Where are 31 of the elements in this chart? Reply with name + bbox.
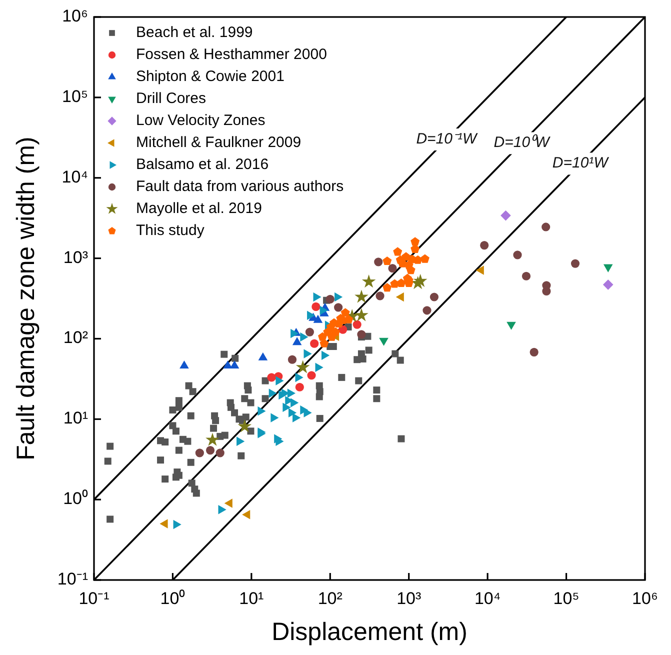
legend-label: Mayolle et al. 2019 (136, 200, 262, 217)
x-tick-label: 10⁴ (474, 589, 501, 608)
x-tick-label: 10¹ (239, 589, 264, 608)
legend-label: Low Velocity Zones (136, 112, 266, 129)
y-tick-label: 10¹ (63, 408, 88, 428)
x-axis-title: Displacement (m) (272, 618, 468, 646)
legend-label: This study (136, 222, 205, 239)
annotation: D=10¹W (552, 154, 610, 172)
legend-label: Mitchell & Faulkner 2009 (136, 134, 302, 151)
legend-label: Drill Cores (136, 90, 206, 107)
legend-label: Fossen & Hesthammer 2000 (136, 46, 327, 63)
y-tick-label: 10⁵ (62, 86, 88, 106)
y-axis-title: Fault damage zone width (m) (12, 136, 40, 460)
legend-label: Fault data from various authors (136, 178, 344, 195)
y-tick-label: 10⁰ (63, 489, 88, 508)
y-tick-label: 10⁴ (62, 167, 88, 186)
y-tick-label: 10⁶ (62, 6, 88, 26)
legend-label: Shipton & Cowie 2001 (136, 68, 284, 85)
y-tick-label: 10² (63, 328, 88, 348)
x-tick-label: 10⁰ (160, 589, 186, 608)
legend-label: Beach et al. 1999 (136, 24, 253, 41)
legend-label: Balsamo et al. 2016 (136, 156, 269, 173)
x-tick-label: 10² (318, 589, 343, 608)
annotation: D=10⁰W (494, 134, 552, 152)
x-tick-label: 10⁻¹ (78, 589, 110, 608)
y-tick-label: 10³ (63, 248, 88, 267)
annotation: D=10⁻¹W (416, 130, 478, 148)
x-tick-label: 10³ (396, 589, 422, 608)
y-tick-label: 10⁻¹ (57, 569, 88, 588)
x-tick-label: 10⁵ (553, 589, 580, 608)
x-tick-label: 10⁶ (632, 589, 658, 608)
